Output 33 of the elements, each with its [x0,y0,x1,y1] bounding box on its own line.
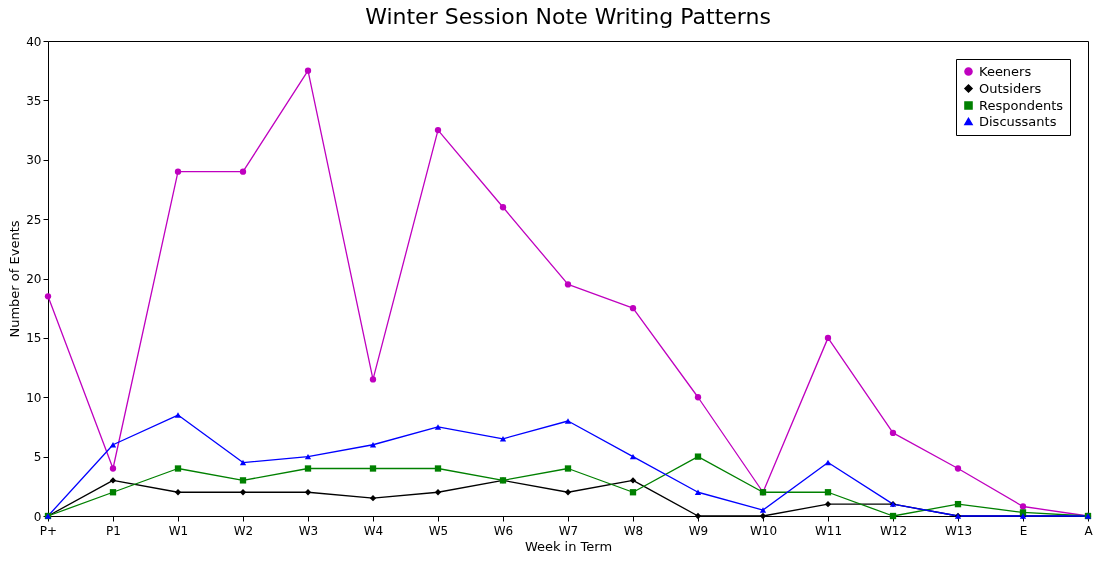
y-tick-label: 10 [26,390,42,405]
y-tick-label: 15 [26,331,42,346]
x-axis-title: Week in Term [524,538,613,554]
legend-label: Discussants [979,113,1057,129]
x-tick-label: W12 [879,523,908,538]
y-tick-label: 25 [26,212,42,227]
x-tick-label: W8 [623,523,644,538]
legend-label: Keeners [979,63,1032,79]
legend-label: Outsiders [979,80,1042,96]
x-tick-label: W13 [944,523,973,538]
x-tick-label: W2 [233,523,254,538]
x-tick-label: W7 [558,523,579,538]
x-tick-label: W1 [168,523,189,538]
x-tick-label: W10 [749,523,778,538]
y-tick-label: 20 [26,272,42,286]
y-tick-label: 30 [26,153,42,168]
y-axis-title: Number of Events [7,220,23,338]
x-tick-label: E [1019,523,1028,538]
y-tick-label: 5 [33,450,42,465]
x-tick-label: W5 [428,523,449,538]
x-tick-label: W3 [298,523,319,538]
x-tick-label: P1 [106,523,121,538]
x-tick-label: W9 [688,523,709,538]
legend-label: Respondents [979,97,1064,113]
y-tick-label: 40 [26,34,42,49]
y-tick-label: 0 [33,509,42,524]
x-tick-label: W11 [814,523,843,538]
chart-title: Winter Session Note Writing Patterns [365,4,771,29]
x-tick-label: W4 [363,523,384,538]
x-tick-label: A [1084,523,1094,538]
x-tick-label: W6 [493,523,514,538]
x-tick-label: P+ [39,523,58,538]
y-tick-label: 35 [26,93,42,108]
